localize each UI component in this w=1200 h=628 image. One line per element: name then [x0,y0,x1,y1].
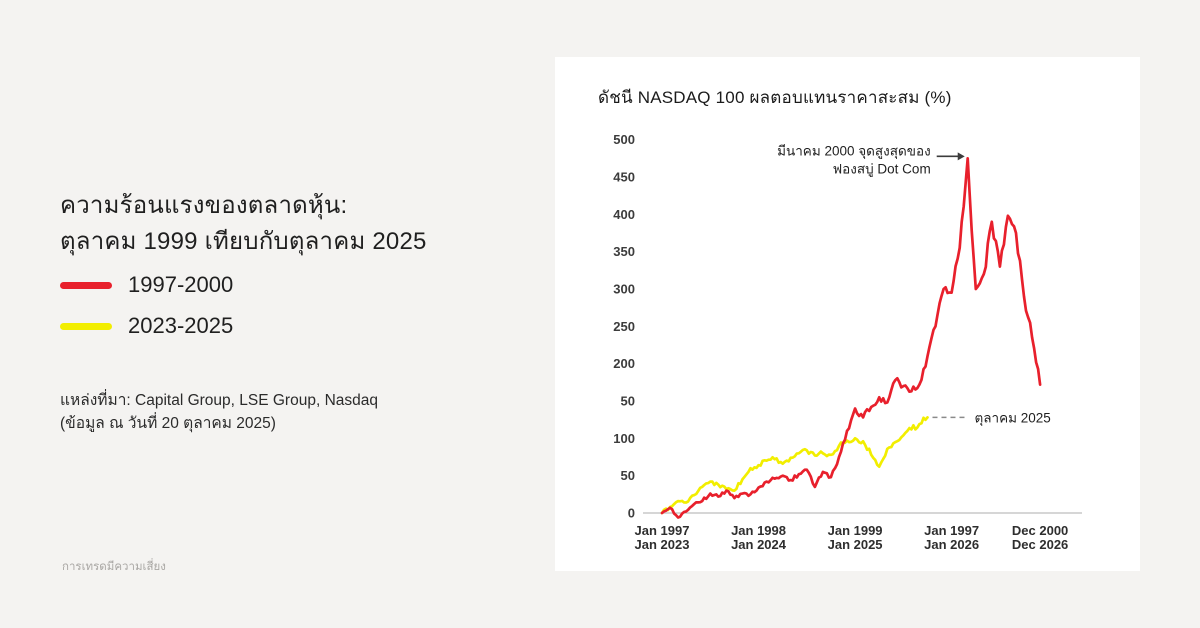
y-tick-label: 0 [628,506,635,521]
x-tick-label: Jan 1997 Jan 2023 [635,523,690,552]
nasdaq-returns-chart: 0 50 100 50 200 250 300 350 400 450 500 Jan 1997 Jan… [555,57,1140,571]
legend-item-2023-2025: 2023-2025 [60,311,233,341]
y-tick-label: 500 [613,132,635,147]
page-title-line1: ความร้อนแรงของตลาดหุ้น: [60,192,348,219]
source-line1: แหล่งที่มา: Capital Group, LSE Group, Na… [60,392,378,409]
source-line2: (ข้อมูล ณ วันที่ 20 ตุลาคม 2025) [60,415,276,432]
x-tick-label: Jan 1999 Jan 2025 [828,523,883,552]
x-tick-label: Jan 1997 Jan 2026 [924,523,979,552]
legend-swatch-yellow [60,322,112,330]
chart-card: 0 50 100 50 200 250 300 350 400 450 500 Jan 1997 Jan… [555,57,1140,571]
legend-item-1997-2000: 1997-2000 [60,270,233,300]
peak-annotation-line1: มีนาคม 2000 จุดสูงสุดของ [777,143,931,159]
y-tick-label: 200 [613,356,635,371]
risk-disclaimer: การเทรดมีความเสี่ยง [62,561,166,573]
y-tick-label: 100 [613,431,635,446]
y-tick-label: 350 [613,244,635,259]
page-title: ความร้อนแรงของตลาดหุ้น: ตุลาคม 1999 เทีย… [60,188,427,260]
source-note: แหล่งที่มา: Capital Group, LSE Group, Na… [60,389,378,435]
october-2025-annotation: ตุลาคม 2025 [932,410,1051,426]
x-tick-label: Jan 1998 Jan 2024 [731,523,787,552]
x-tick-label: Dec 2000 Dec 2026 [1012,523,1068,552]
y-tick-label: 250 [613,319,635,334]
peak-annotation-line2: ฟองสบู่ Dot Com [833,161,931,177]
legend: 1997-2000 2023-2025 [60,270,233,352]
y-tick-label: 400 [613,207,635,222]
y-tick-label: 450 [613,169,635,184]
y-tick-label: 50 [621,468,635,483]
page-title-line2: ตุลาคม 1999 เทียบกับตุลาคม 2025 [60,228,427,255]
chart-title: ดัชนี NASDAQ 100 ผลตอบแทนราคาสะสม (%) [598,88,952,107]
y-axis-labels: 0 50 100 50 200 250 300 350 400 450 500 [613,132,635,520]
october-2025-label: ตุลาคม 2025 [974,410,1050,426]
legend-swatch-red [60,281,112,289]
legend-label-1997-2000: 1997-2000 [128,272,234,297]
arrow-right-icon [957,152,965,161]
series-1997-2000-line [660,156,1042,519]
legend-label-2023-2025: 2023-2025 [128,313,234,338]
chart-svg: 0 50 100 50 200 250 300 350 400 450 500 Jan 1997 Jan… [613,132,1082,552]
y-tick-label: 50 [621,393,635,408]
y-tick-label: 300 [613,281,635,296]
series-2023-2025-line [660,416,929,515]
x-axis-labels: Jan 1997 Jan 2023 Jan 1998 Jan 2024 Jan 1999… [635,523,1069,552]
